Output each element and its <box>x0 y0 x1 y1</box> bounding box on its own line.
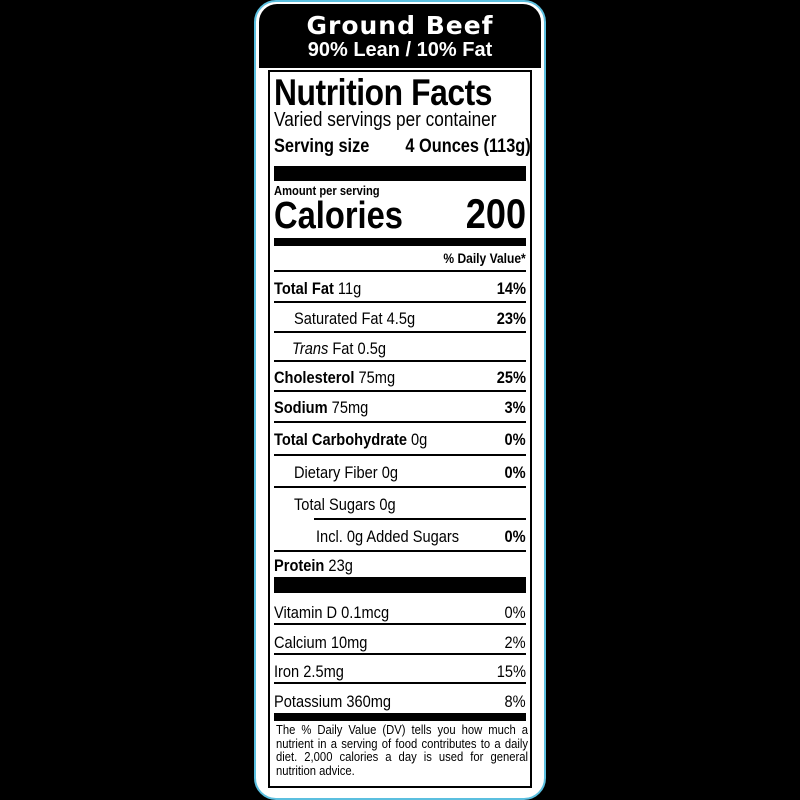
product-header: Ground Beef 90% Lean / 10% Fat <box>259 4 541 68</box>
nutrition-label: Ground Beef 90% Lean / 10% Fat Nutrition… <box>254 0 546 800</box>
nutrition-facts-title: Nutrition Facts <box>274 72 493 113</box>
amount-per-serving: Amount per serving <box>274 183 380 198</box>
nutrition-facts-panel: Nutrition Facts Varied servings per cont… <box>268 70 532 788</box>
nutrient-row-cholesterol: Cholesterol 75mg 25% <box>274 368 526 387</box>
vitamin-row: Calcium 10mg 2% <box>274 633 526 652</box>
thick-divider <box>274 166 526 181</box>
nutrient-row-added-sugars: Incl. 0g Added Sugars 0% <box>316 527 526 546</box>
nutrient-row-total-sugars: Total Sugars 0g <box>294 495 396 514</box>
nutrient-row-protein: Protein 23g <box>274 556 353 575</box>
nutrient-row-trans-fat: Trans Fat 0.5g <box>292 339 387 358</box>
nutrient-row-sodium: Sodium 75mg 3% <box>274 398 526 417</box>
medium-divider <box>274 713 526 721</box>
daily-value-header: % Daily Value* <box>443 250 526 266</box>
nutrient-row-saturated-fat: Saturated Fat 4.5g 23% <box>294 309 526 328</box>
nutrient-row-total-carbohydrate: Total Carbohydrate 0g 0% <box>274 430 526 449</box>
thick-divider <box>274 577 526 593</box>
product-variant: 90% Lean / 10% Fat <box>307 39 493 61</box>
product-name: Ground Beef <box>306 11 494 40</box>
daily-value-footnote: The % Daily Value (DV) tells you how muc… <box>276 723 528 778</box>
serving-size-value: 4 Ounces (113g) <box>405 136 531 157</box>
medium-divider <box>274 238 526 246</box>
calories-label: Calories <box>274 195 403 237</box>
calories-value: 200 <box>465 190 526 237</box>
nutrient-row-total-fat: Total Fat 11g 14% <box>274 279 526 298</box>
nutrient-row-dietary-fiber: Dietary Fiber 0g 0% <box>294 463 526 482</box>
servings-per-container: Varied servings per container <box>274 109 497 131</box>
serving-size-label: Serving size <box>274 136 370 157</box>
vitamin-row: Potassium 360mg 8% <box>274 692 526 711</box>
vitamin-row: Iron 2.5mg 15% <box>274 662 526 681</box>
vitamin-row: Vitamin D 0.1mcg 0% <box>274 603 526 622</box>
